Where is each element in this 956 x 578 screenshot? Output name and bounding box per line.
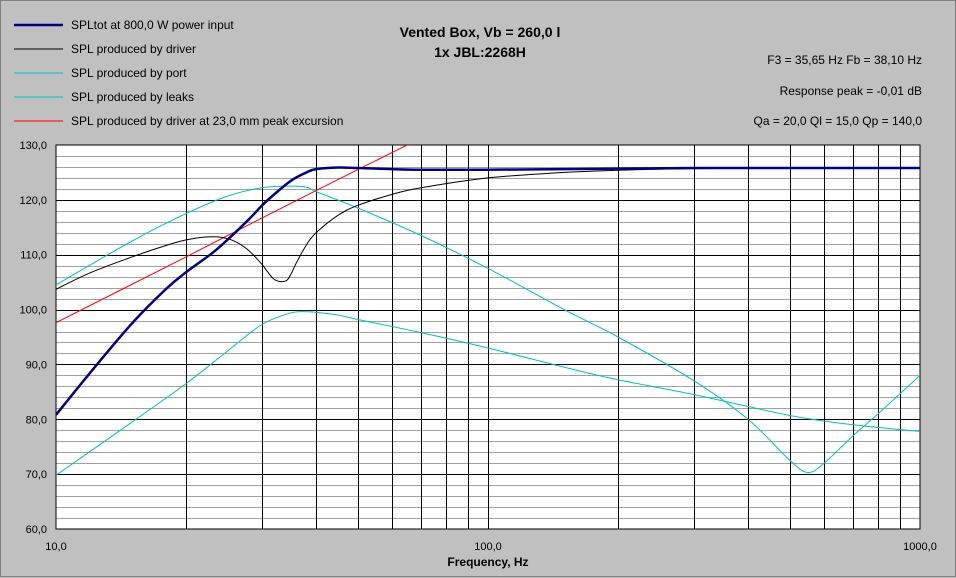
info-f3-fb: F3 = 35,65 Hz Fb = 38,10 Hz <box>767 53 922 67</box>
y-tick-label: 110,0 <box>20 250 47 262</box>
legend-label-leaks: SPL produced by leaks <box>71 90 194 104</box>
legend-label-spltot: SPLtot at 800,0 W power input <box>71 18 234 32</box>
legend-label-port: SPL produced by port <box>71 66 187 80</box>
info-q-values: Qa = 20,0 Ql = 15,0 Qp = 140,0 <box>754 114 923 128</box>
y-tick-label: 60,0 <box>26 524 47 536</box>
series-leaks-line <box>56 311 920 476</box>
series-layer <box>56 145 920 476</box>
legend-label-driver: SPL produced by driver <box>71 42 196 56</box>
y-tick-label: 100,0 <box>19 305 47 317</box>
y-tick-label: 120,0 <box>19 195 47 207</box>
x-tick-label: 100,0 <box>474 541 502 553</box>
y-tick-label: 130,0 <box>19 140 47 152</box>
x-tick-label: 1000,0 <box>903 541 937 553</box>
chart-subtitle: 1x JBL:2268H <box>434 44 526 60</box>
major-grid <box>56 145 920 529</box>
info-response-peak: Response peak = -0,01 dB <box>780 84 922 98</box>
y-tick-label: 70,0 <box>26 469 47 481</box>
legend: SPLtot at 800,0 W power input SPL produc… <box>14 18 343 128</box>
series-excursion-line <box>56 145 408 324</box>
y-tick-label: 90,0 <box>26 359 47 371</box>
series-driver-line <box>56 167 920 290</box>
series-spltot-line <box>56 166 920 416</box>
series-port-line <box>56 185 920 474</box>
x-tick-label: 10,0 <box>45 541 66 553</box>
x-axis-label: Frequency, Hz <box>447 555 528 569</box>
y-axis-ticks: 130,0 120,0 110,0 100,0 90,0 80,0 70,0 6… <box>19 140 47 536</box>
legend-label-excursion: SPL produced by driver at 23,0 mm peak e… <box>71 114 343 128</box>
x-axis-ticks: 10,0 100,0 1000,0 <box>45 541 937 553</box>
plot-area-border <box>55 144 921 530</box>
chart-title: Vented Box, Vb = 260,0 l <box>400 24 561 40</box>
y-tick-label: 80,0 <box>26 414 47 426</box>
